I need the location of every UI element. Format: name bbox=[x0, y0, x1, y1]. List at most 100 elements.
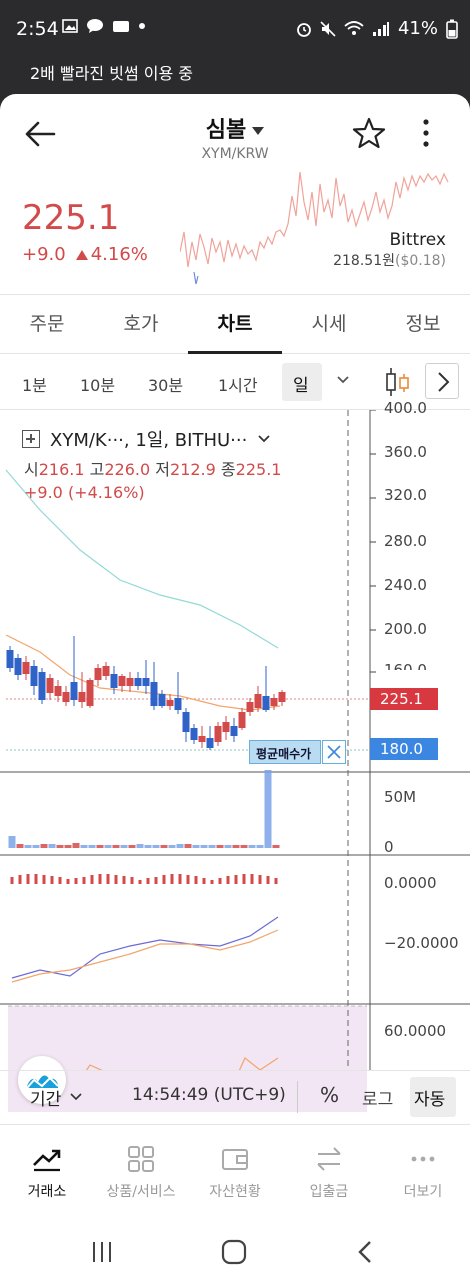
chevron-right-icon bbox=[438, 372, 450, 392]
nav-transfer[interactable]: 입출금 bbox=[282, 1135, 376, 1201]
y-tick: 280.0 bbox=[384, 532, 427, 550]
candle-body bbox=[70, 682, 78, 700]
ohlc-high-label: 고 bbox=[89, 460, 105, 479]
interval-selected-bg[interactable] bbox=[282, 363, 322, 401]
home-icon[interactable] bbox=[220, 1238, 248, 1266]
nav-assets[interactable]: 자산현황 bbox=[188, 1135, 282, 1201]
macd-bar bbox=[130, 877, 134, 884]
chart-clock[interactable]: 14:54:49 (UTC+9) bbox=[132, 1085, 286, 1105]
macd-bar bbox=[186, 875, 190, 884]
active-tab-indicator bbox=[188, 351, 282, 354]
nav-label: 자산현황 bbox=[209, 1184, 261, 1200]
trend-icon bbox=[33, 1149, 61, 1172]
auto-scale-button-bg[interactable] bbox=[410, 1077, 456, 1117]
chart-canvas[interactable] bbox=[0, 410, 470, 1070]
close-average-line-button[interactable] bbox=[322, 740, 346, 764]
interval-10m[interactable]: 10분 bbox=[80, 376, 116, 395]
candle-body bbox=[278, 692, 286, 702]
tab-chart[interactable]: 차트 bbox=[217, 313, 253, 335]
candle-body bbox=[62, 692, 70, 702]
macd-bar bbox=[10, 877, 14, 884]
battery-icon bbox=[446, 19, 458, 39]
nav-exchange[interactable]: 거래소 bbox=[0, 1135, 94, 1201]
volume-bar bbox=[152, 845, 160, 848]
volume-bar bbox=[224, 845, 232, 848]
nav-products[interactable]: 상품/서비스 bbox=[94, 1135, 188, 1201]
gallery-icon bbox=[62, 19, 78, 33]
bottom-navigation: 거래소 상품/서비스 자산현황 입출금 더보기 bbox=[0, 1124, 470, 1228]
volume-bar bbox=[216, 845, 224, 848]
volume-bar bbox=[40, 844, 48, 848]
y-tick: 360.0 bbox=[384, 443, 427, 461]
auto-scale-button[interactable]: 자동 bbox=[414, 1090, 446, 1110]
chevron-down-icon[interactable] bbox=[335, 370, 351, 390]
chevron-down-icon[interactable] bbox=[70, 1093, 82, 1101]
macd-bar bbox=[50, 876, 54, 884]
chart-area[interactable]: XYM/K···, 1일, BITHU··· 시216.1 고226.0 저21… bbox=[0, 399, 470, 1158]
nav-label: 상품/서비스 bbox=[106, 1184, 176, 1200]
macd-bar bbox=[42, 875, 46, 884]
volume-bar bbox=[232, 845, 240, 848]
volume-bar bbox=[64, 845, 72, 848]
percent-scale-button[interactable]: % bbox=[320, 1083, 340, 1107]
tab-orderbook[interactable]: 호가 bbox=[123, 313, 159, 335]
back-arrow-icon[interactable] bbox=[22, 116, 58, 152]
chart-legend-title[interactable]: XYM/K···, 1일, BITHU··· bbox=[22, 426, 271, 452]
candle-body bbox=[190, 728, 198, 740]
period-selector[interactable]: 기간 bbox=[30, 1090, 62, 1110]
macd-bar bbox=[218, 878, 222, 884]
volume-bar bbox=[208, 845, 216, 848]
y-tick: 200.0 bbox=[384, 620, 427, 638]
interval-1m[interactable]: 1분 bbox=[22, 376, 47, 395]
ma-long-line bbox=[5, 469, 279, 649]
chevron-down-icon[interactable] bbox=[257, 434, 271, 444]
macd-bar bbox=[106, 874, 110, 884]
volume-bar bbox=[32, 845, 40, 848]
indicator-logo[interactable] bbox=[18, 1056, 66, 1104]
average-buy-price-label[interactable]: 평균매수가 bbox=[249, 740, 321, 764]
volume-bar bbox=[176, 844, 184, 848]
macd-bar bbox=[18, 875, 22, 884]
interval-day[interactable]: 일 bbox=[293, 376, 309, 396]
tab-market-price[interactable]: 시세 bbox=[311, 313, 347, 335]
chart-legend-change: +9.0 (+4.16%) bbox=[24, 483, 145, 502]
log-scale-button[interactable]: 로그 bbox=[362, 1090, 394, 1110]
y-tick: 160.0 bbox=[384, 662, 427, 670]
divider bbox=[297, 1081, 298, 1113]
candle-body bbox=[182, 712, 190, 732]
volume-bar bbox=[184, 844, 192, 848]
battery-percent: 41% bbox=[397, 18, 438, 39]
more-vertical-icon[interactable] bbox=[414, 116, 438, 150]
grid-icon bbox=[128, 1146, 154, 1172]
candle-body bbox=[270, 698, 278, 706]
system-navigation bbox=[0, 1228, 470, 1280]
ohlc-open: 216.1 bbox=[38, 460, 85, 479]
reference-price-krw: 218.51원 bbox=[333, 253, 395, 269]
caret-down-icon[interactable] bbox=[252, 127, 265, 135]
star-icon[interactable] bbox=[352, 116, 386, 150]
header-title-group[interactable]: 심볼 XYM/KRW bbox=[0, 112, 470, 162]
volume-bar bbox=[136, 844, 144, 848]
tab-order[interactable]: 주문 bbox=[29, 313, 65, 335]
main-sheet: 심볼 XYM/KRW 225.1 +9.0 4.16% Bittrex 218.5… bbox=[0, 94, 470, 1280]
candlestick-type-icon[interactable] bbox=[383, 366, 413, 398]
back-icon[interactable] bbox=[352, 1238, 380, 1266]
macd-bar bbox=[274, 878, 278, 884]
page-title[interactable]: 심볼 bbox=[205, 118, 247, 143]
next-button[interactable] bbox=[425, 363, 459, 399]
candle-body bbox=[38, 672, 46, 700]
candle-body bbox=[222, 722, 230, 732]
nav-more[interactable]: 더보기 bbox=[376, 1135, 470, 1201]
volume-bar bbox=[264, 770, 272, 848]
price-change-percent: 4.16% bbox=[90, 244, 148, 265]
recent-apps-icon[interactable] bbox=[88, 1238, 116, 1266]
macd-bar bbox=[90, 875, 94, 884]
price-sparkline bbox=[180, 172, 449, 285]
volume-bar bbox=[96, 845, 104, 848]
notification-banner[interactable]: 2배 빨라진 빗썸 이용 중 bbox=[0, 58, 470, 94]
add-indicator-icon[interactable] bbox=[22, 430, 40, 448]
macd-bar bbox=[250, 874, 254, 884]
interval-1h[interactable]: 1시간 bbox=[218, 376, 258, 395]
interval-30m[interactable]: 30분 bbox=[148, 376, 184, 395]
tab-info[interactable]: 정보 bbox=[405, 313, 441, 335]
